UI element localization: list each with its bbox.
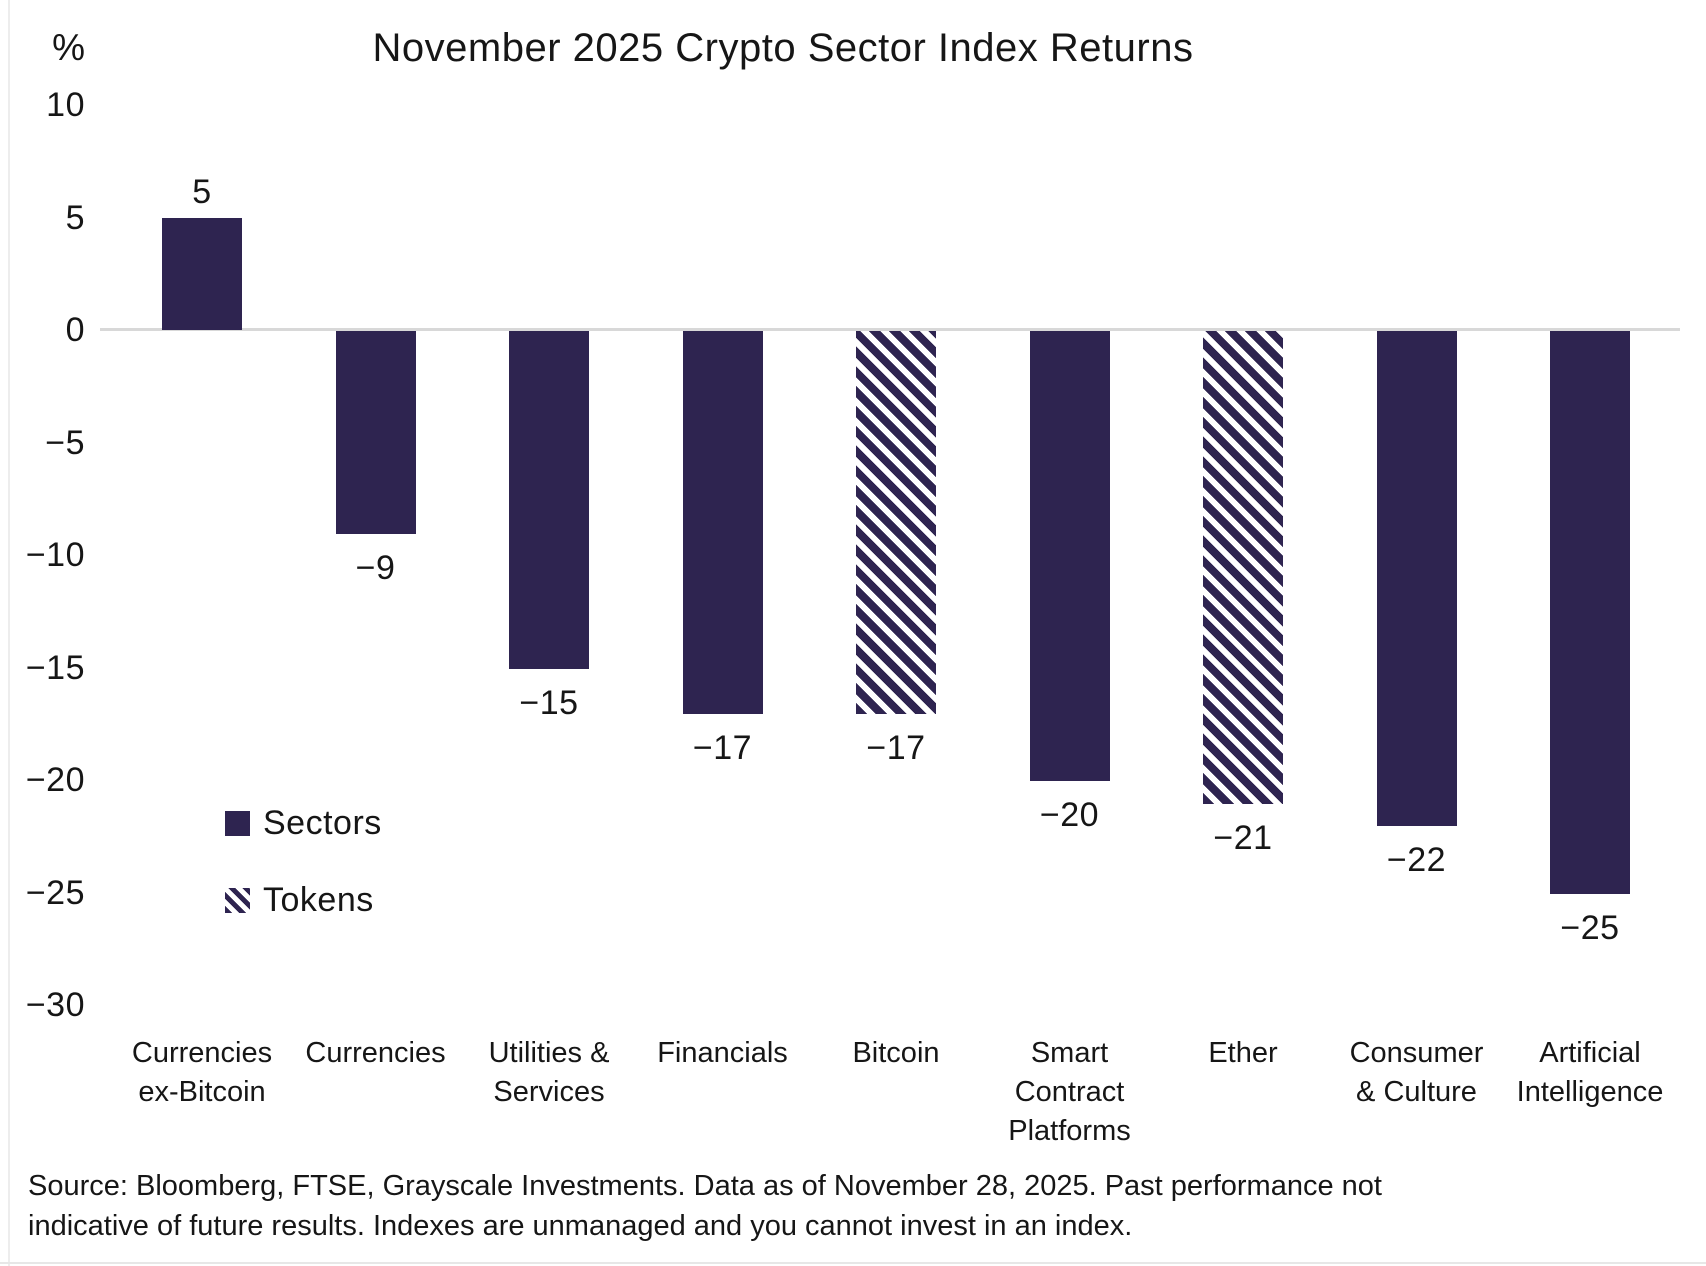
left-edge-divider [8,0,10,1266]
y-axis-unit-label: % [52,27,85,68]
bar-value-label: −21 [1213,818,1273,857]
y-tick-label: −5 [45,423,85,462]
bar [162,217,242,330]
bar-value-label: 5 [192,172,212,211]
y-tick-label: −25 [25,873,85,912]
source-note: Source: Bloomberg, FTSE, Grayscale Inves… [28,1170,1382,1242]
category-label: Ether [1208,1037,1278,1069]
bottom-edge-divider [0,1262,1706,1264]
bar-value-label: −20 [1039,796,1100,834]
bar [1376,331,1457,826]
zero-axis-line [100,328,1680,331]
bar-value-label: −17 [692,728,753,767]
category-label: Currencies ex-Bitcoin [131,1037,273,1108]
bar-value-label: −17 [866,728,926,767]
y-tick-label: 10 [46,86,85,124]
legend-item-sectors: Sectors [225,804,382,842]
bar [1029,331,1110,781]
category-label: Smart Contract Platforms [1008,1037,1131,1147]
bar-value-label: −25 [1560,908,1620,947]
chart-title: November 2025 Crypto Sector Index Return… [372,26,1194,70]
bar [856,331,936,714]
y-tick-label: −15 [25,648,85,687]
bar [1203,331,1283,804]
y-tick-label: −20 [25,761,85,799]
category-label: Utilities & Services [488,1037,610,1108]
bar [335,331,416,534]
legend-label-sectors: Sectors [263,804,382,842]
category-label: Bitcoin [852,1037,940,1069]
y-tick-label: −10 [25,536,85,574]
category-label: Artificial Intelligence [1516,1037,1664,1108]
y-tick-label: 0 [65,311,85,349]
category-label: Consumer & Culture [1349,1037,1484,1108]
y-tick-label: 5 [65,198,85,237]
legend-swatch-solid [225,810,250,836]
category-label: Currencies [305,1037,446,1069]
y-tick-label: −30 [25,986,85,1024]
bar [682,331,763,714]
bar [509,331,589,669]
legend-label-tokens: Tokens [263,881,374,919]
legend-swatch-hatched [225,887,250,913]
category-label: Financials [657,1037,788,1069]
bar [1550,331,1630,894]
bar-value-label: −9 [355,548,396,587]
bar-value-label: −15 [519,683,579,722]
legend-item-tokens: Tokens [225,881,374,919]
bar-value-label: −22 [1386,841,1447,879]
